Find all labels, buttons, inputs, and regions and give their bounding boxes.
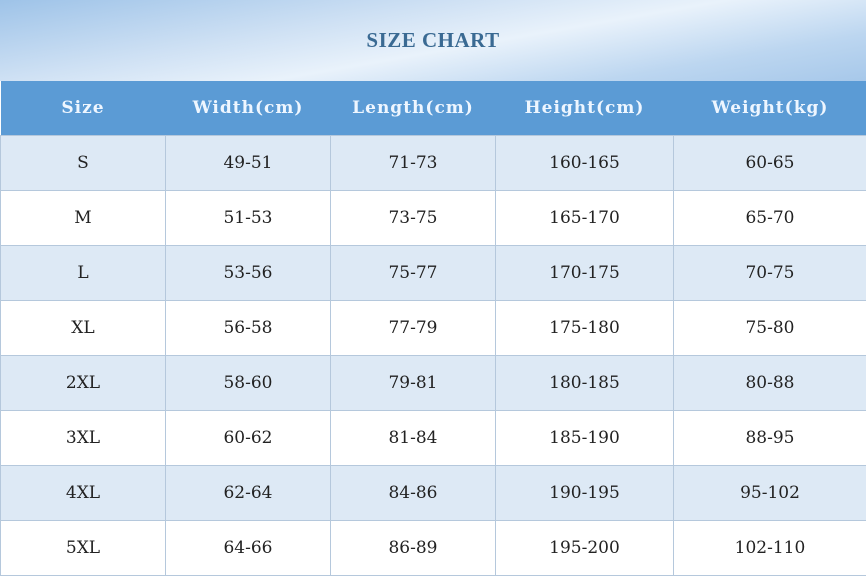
title-banner: SIZE CHART bbox=[0, 0, 866, 81]
table-cell: 58-60 bbox=[166, 356, 331, 411]
table-cell: 180-185 bbox=[496, 356, 674, 411]
table-cell: 2XL bbox=[1, 356, 166, 411]
table-cell: 71-73 bbox=[331, 136, 496, 191]
table-cell: L bbox=[1, 246, 166, 301]
table-cell: 80-88 bbox=[674, 356, 866, 411]
table-cell: 60-62 bbox=[166, 411, 331, 466]
table-cell: 73-75 bbox=[331, 191, 496, 246]
table-cell: 5XL bbox=[1, 521, 166, 576]
table-cell: 88-95 bbox=[674, 411, 866, 466]
table-cell: 160-165 bbox=[496, 136, 674, 191]
table-cell: M bbox=[1, 191, 166, 246]
column-header: Weight(kg) bbox=[674, 81, 866, 136]
table-cell: 170-175 bbox=[496, 246, 674, 301]
table-cell: 75-77 bbox=[331, 246, 496, 301]
table-cell: 102-110 bbox=[674, 521, 866, 576]
column-header: Length(cm) bbox=[331, 81, 496, 136]
table-cell: 95-102 bbox=[674, 466, 866, 521]
table-cell: 77-79 bbox=[331, 301, 496, 356]
table-cell: 56-58 bbox=[166, 301, 331, 356]
table-cell: 4XL bbox=[1, 466, 166, 521]
table-cell: 165-170 bbox=[496, 191, 674, 246]
table-cell: 65-70 bbox=[674, 191, 866, 246]
table-cell: 75-80 bbox=[674, 301, 866, 356]
table-cell: 49-51 bbox=[166, 136, 331, 191]
table-cell: 195-200 bbox=[496, 521, 674, 576]
table-cell: 62-64 bbox=[166, 466, 331, 521]
table-cell: 190-195 bbox=[496, 466, 674, 521]
table-cell: 60-65 bbox=[674, 136, 866, 191]
table-cell: 3XL bbox=[1, 411, 166, 466]
table-cell: 70-75 bbox=[674, 246, 866, 301]
table-cell: 81-84 bbox=[331, 411, 496, 466]
table-cell: 53-56 bbox=[166, 246, 331, 301]
table-cell: 175-180 bbox=[496, 301, 674, 356]
column-header: Width(cm) bbox=[166, 81, 331, 136]
column-header: Height(cm) bbox=[496, 81, 674, 136]
table-cell: 185-190 bbox=[496, 411, 674, 466]
table-cell: 84-86 bbox=[331, 466, 496, 521]
table-cell: 64-66 bbox=[166, 521, 331, 576]
chart-title: SIZE CHART bbox=[0, 28, 866, 53]
table-cell: 86-89 bbox=[331, 521, 496, 576]
column-header: Size bbox=[1, 81, 166, 136]
table-cell: S bbox=[1, 136, 166, 191]
table-cell: XL bbox=[1, 301, 166, 356]
table-cell: 51-53 bbox=[166, 191, 331, 246]
table-cell: 79-81 bbox=[331, 356, 496, 411]
